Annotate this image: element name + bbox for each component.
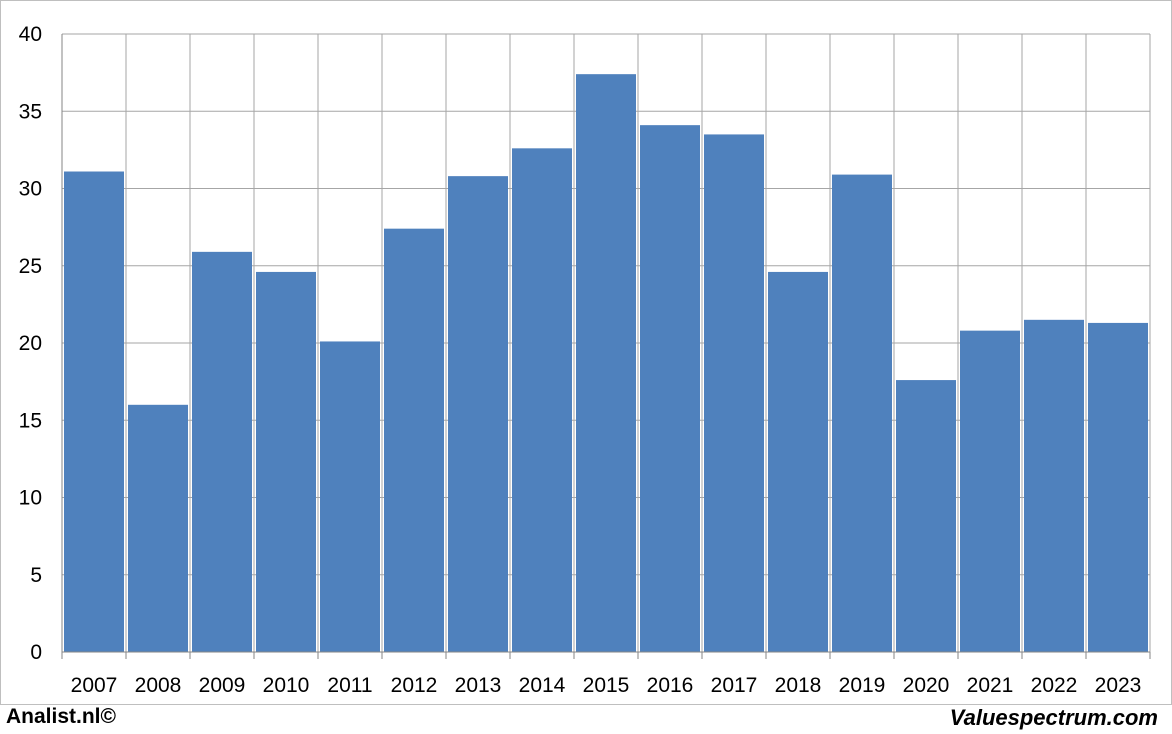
x-tick-label: 2012 bbox=[391, 674, 438, 697]
bar bbox=[704, 134, 764, 653]
y-tick-label: 35 bbox=[19, 100, 42, 123]
bar bbox=[448, 176, 508, 652]
footer-brand-left: Analist.nl© bbox=[6, 705, 116, 728]
bar bbox=[1088, 322, 1148, 652]
x-tick-label: 2016 bbox=[647, 674, 694, 697]
y-tick-label: 10 bbox=[19, 487, 42, 510]
y-tick-label: 25 bbox=[19, 255, 42, 278]
bar bbox=[384, 228, 444, 653]
bar bbox=[1024, 319, 1084, 652]
y-tick-label: 30 bbox=[19, 178, 42, 201]
bar bbox=[128, 404, 188, 652]
bar bbox=[960, 330, 1020, 652]
x-tick-label: 2014 bbox=[519, 674, 566, 697]
x-tick-label: 2022 bbox=[1031, 674, 1078, 697]
bar-chart: 0 5 10 15 20 25 30 35 40 2007 2008 2009 2010 2011 2012… bbox=[19, 23, 1151, 697]
bar bbox=[768, 271, 828, 652]
bar bbox=[320, 341, 380, 652]
bar bbox=[576, 74, 636, 653]
bar bbox=[64, 171, 124, 652]
bar bbox=[832, 174, 892, 652]
y-tick-label: 15 bbox=[19, 409, 42, 432]
x-tick-label: 2019 bbox=[839, 674, 886, 697]
x-tick-label: 2013 bbox=[455, 674, 502, 697]
y-tick-label: 0 bbox=[30, 641, 42, 664]
y-tick-label: 5 bbox=[30, 564, 42, 587]
footer-brand-right: Valuespectrum.com bbox=[949, 705, 1158, 730]
y-tick-label: 40 bbox=[19, 23, 42, 46]
bar bbox=[256, 271, 316, 652]
x-tick-label: 2007 bbox=[71, 674, 118, 697]
x-tick-label: 2009 bbox=[199, 674, 246, 697]
bar bbox=[640, 125, 700, 652]
x-tick-label: 2020 bbox=[903, 674, 950, 697]
bar bbox=[192, 251, 252, 652]
x-tick-label: 2021 bbox=[967, 674, 1014, 697]
x-tick-label: 2017 bbox=[711, 674, 758, 697]
x-tick-label: 2008 bbox=[135, 674, 182, 697]
bar bbox=[512, 148, 572, 652]
y-tick-label: 20 bbox=[19, 332, 42, 355]
x-tick-label: 2018 bbox=[775, 674, 822, 697]
x-tick-label: 2011 bbox=[327, 674, 372, 697]
x-tick-label: 2010 bbox=[263, 674, 310, 697]
x-tick-label: 2015 bbox=[583, 674, 630, 697]
bar bbox=[896, 380, 956, 652]
x-tick-label: 2023 bbox=[1095, 674, 1142, 697]
